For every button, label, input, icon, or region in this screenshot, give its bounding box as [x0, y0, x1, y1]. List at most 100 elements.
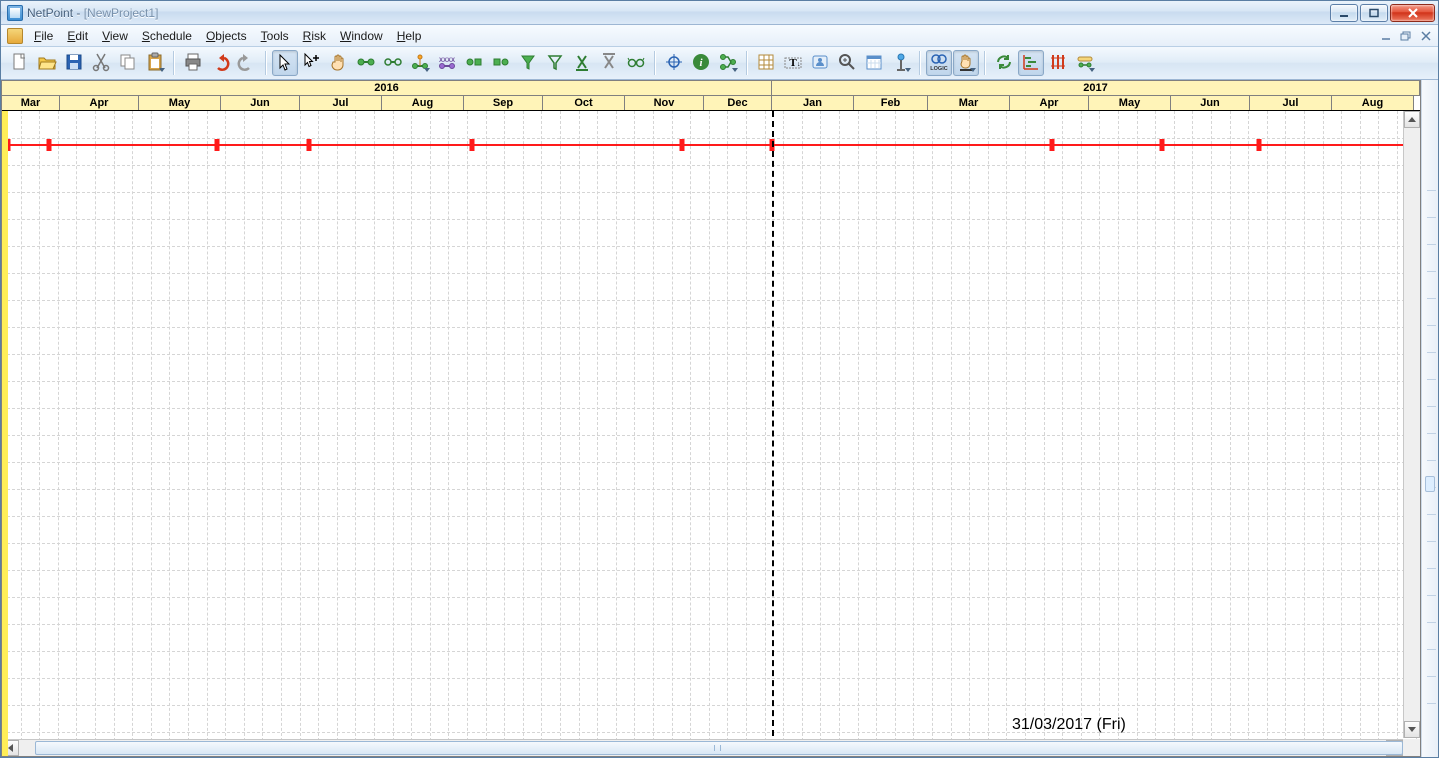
gantt-canvas[interactable]: 31/03/2017 (Fri) — [2, 111, 1420, 756]
open-icon — [37, 52, 57, 75]
vscroll-down-button[interactable] — [1404, 721, 1420, 738]
mdi-restore-button[interactable] — [1398, 29, 1414, 42]
app-window: NetPoint - [NewProject1] FileEditViewSch… — [0, 0, 1439, 758]
copy-icon — [118, 52, 138, 75]
tool-text-tool-button[interactable]: T↓ — [780, 50, 806, 76]
svg-text:↓: ↓ — [797, 61, 801, 68]
activity-node[interactable] — [215, 139, 220, 151]
node1-icon — [464, 52, 484, 75]
toolbar: XXXX i T↓ LOGIC — [1, 47, 1438, 80]
tool-link-split-button[interactable] — [407, 50, 433, 76]
month-header-jun: Jun — [221, 96, 300, 110]
month-header-dec: Dec — [704, 96, 772, 110]
undo-icon — [210, 52, 230, 75]
month-header-feb: Feb — [854, 96, 928, 110]
right-gutter[interactable] — [1421, 80, 1438, 757]
menu-help[interactable]: Help — [390, 27, 429, 45]
tool-redo-button[interactable] — [234, 50, 260, 76]
tool-filter2-button[interactable] — [542, 50, 568, 76]
tool-hand-button[interactable] — [326, 50, 352, 76]
tool-target-button[interactable] — [661, 50, 687, 76]
hscroll-thumb[interactable] — [35, 741, 1403, 755]
tool-gantt-button[interactable] — [1018, 50, 1044, 76]
tool-info-button[interactable]: i — [688, 50, 714, 76]
tool-cut-button[interactable] — [88, 50, 114, 76]
menu-objects[interactable]: Objects — [199, 27, 254, 45]
tool-pointer-plus-button[interactable] — [299, 50, 325, 76]
gutter-handle[interactable] — [1425, 476, 1435, 492]
tool-logic-button[interactable]: LOGIC — [926, 50, 952, 76]
tool-xbar1-button[interactable] — [569, 50, 595, 76]
menu-tools[interactable]: Tools — [254, 27, 296, 45]
window-minimize-button[interactable] — [1330, 4, 1358, 22]
activity-node[interactable] — [1257, 139, 1262, 151]
menu-risk[interactable]: Risk — [296, 27, 333, 45]
tool-print-button[interactable] — [180, 50, 206, 76]
tool-link1-button[interactable] — [353, 50, 379, 76]
tool-refresh-button[interactable] — [991, 50, 1017, 76]
tool-hand25-button[interactable] — [953, 50, 979, 76]
resource-icon — [810, 52, 830, 75]
month-header-aug: Aug — [1332, 96, 1414, 110]
month-header-aug: Aug — [382, 96, 464, 110]
tool-xbar2-button[interactable] — [596, 50, 622, 76]
tool-flag-button[interactable] — [888, 50, 914, 76]
vscroll-up-button[interactable] — [1404, 111, 1420, 128]
flag-icon — [891, 52, 911, 75]
tool-more-button[interactable] — [1072, 50, 1098, 76]
redo-icon — [237, 52, 257, 75]
filter2-icon — [545, 52, 565, 75]
activity-node[interactable] — [1160, 139, 1165, 151]
tool-save-button[interactable] — [61, 50, 87, 76]
tool-new-button[interactable] — [7, 50, 33, 76]
month-header-apr: Apr — [1010, 96, 1089, 110]
tool-tracks-button[interactable] — [1045, 50, 1071, 76]
tool-grid-button[interactable] — [753, 50, 779, 76]
tool-calendar-button[interactable] — [861, 50, 887, 76]
mdi-minimize-button[interactable] — [1378, 29, 1394, 42]
month-header-jan: Jan — [772, 96, 854, 110]
activity-node[interactable] — [680, 139, 685, 151]
tool-filter1-button[interactable] — [515, 50, 541, 76]
activity-node[interactable] — [47, 139, 52, 151]
window-close-button[interactable] — [1390, 4, 1435, 22]
month-header-oct: Oct — [543, 96, 625, 110]
tool-glasses-button[interactable] — [623, 50, 649, 76]
title-bar: NetPoint - [NewProject1] — [1, 1, 1438, 25]
activity-node[interactable] — [1050, 139, 1055, 151]
link-split-icon — [410, 52, 430, 75]
save-icon — [64, 52, 84, 75]
tool-undo-button[interactable] — [207, 50, 233, 76]
activity-node[interactable] — [307, 139, 312, 151]
tool-copy-button[interactable] — [115, 50, 141, 76]
window-maximize-button[interactable] — [1360, 4, 1388, 22]
tool-branch-button[interactable] — [715, 50, 741, 76]
mdi-close-button[interactable] — [1418, 29, 1434, 42]
tool-paste-button[interactable] — [142, 50, 168, 76]
tool-zoom-button[interactable] — [834, 50, 860, 76]
menu-window[interactable]: Window — [333, 27, 390, 45]
menu-file[interactable]: File — [27, 27, 60, 45]
cursor-date-display: 31/03/2017 (Fri) — [1012, 716, 1126, 734]
horizontal-scrollbar[interactable] — [2, 739, 1403, 756]
month-header-mar: Mar — [928, 96, 1010, 110]
zoom-icon — [837, 52, 857, 75]
tool-link2-button[interactable] — [380, 50, 406, 76]
tool-chain-button[interactable]: XXXX — [434, 50, 460, 76]
tool-open-button[interactable] — [34, 50, 60, 76]
activity-node[interactable] — [470, 139, 475, 151]
vscroll-track[interactable] — [1404, 128, 1420, 721]
tool-node2-button[interactable] — [488, 50, 514, 76]
activity-node[interactable] — [6, 139, 11, 151]
vertical-scrollbar[interactable] — [1403, 111, 1420, 738]
tool-resource-button[interactable] — [807, 50, 833, 76]
hscroll-track[interactable] — [19, 740, 1386, 756]
tool-node1-button[interactable] — [461, 50, 487, 76]
app-name: NetPoint — [27, 6, 73, 20]
tool-pointer-button[interactable] — [272, 50, 298, 76]
menu-view[interactable]: View — [95, 27, 135, 45]
xbar1-icon — [572, 52, 592, 75]
menu-schedule[interactable]: Schedule — [135, 27, 199, 45]
menu-bar: FileEditViewScheduleObjectsToolsRiskWind… — [1, 25, 1438, 47]
menu-edit[interactable]: Edit — [60, 27, 95, 45]
